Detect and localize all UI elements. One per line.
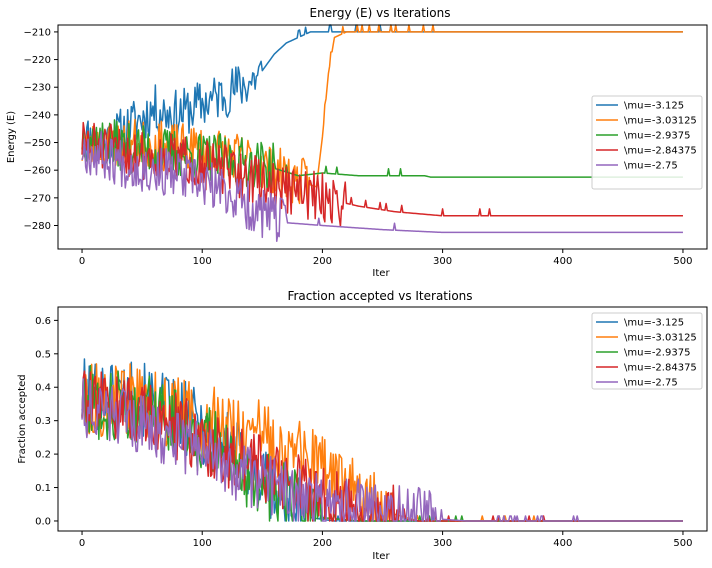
y-tick-label: 0.0 bbox=[35, 516, 51, 527]
fraction-chart: Fraction accepted vs Iterations 0 100 200 3… bbox=[17, 289, 708, 562]
legend-label: \mu=-3.03125 bbox=[624, 116, 697, 127]
energy-y-axis-label: Energy (E) bbox=[6, 111, 17, 163]
y-tick-label: 0.3 bbox=[35, 416, 51, 427]
legend-label: \mu=-2.75 bbox=[624, 161, 678, 172]
legend-label: \mu=-2.84375 bbox=[624, 146, 697, 157]
energy-legend: \mu=-3.125 \mu=-3.03125 \mu=-2.9375 \mu=-2.… bbox=[591, 95, 703, 190]
series-line-5 bbox=[81, 378, 683, 522]
energy-axes-frame bbox=[57, 24, 708, 250]
legend-label: \mu=-2.75 bbox=[624, 378, 678, 389]
x-tick-label: 0 bbox=[79, 256, 85, 267]
legend-label: \mu=-2.84375 bbox=[624, 363, 697, 374]
x-tick-label: 200 bbox=[313, 538, 332, 549]
y-tick-label: −260 bbox=[24, 166, 51, 177]
energy-x-ticks: 0 100 200 300 400 500 bbox=[79, 249, 693, 267]
y-tick-label: −220 bbox=[24, 55, 51, 66]
y-tick-label: −270 bbox=[24, 193, 51, 204]
fraction-x-ticks: 0 100 200 300 400 500 bbox=[79, 531, 693, 549]
y-tick-label: 0.5 bbox=[35, 349, 51, 360]
legend-label: \mu=-3.03125 bbox=[624, 333, 697, 344]
energy-chart-title: Energy (E) vs Iterations bbox=[310, 6, 451, 20]
x-tick-label: 400 bbox=[553, 538, 572, 549]
fraction-legend: \mu=-3.125 \mu=-3.03125 \mu=-2.9375 \mu=-2.… bbox=[591, 312, 703, 390]
legend-label: \mu=-3.125 bbox=[624, 101, 684, 112]
energy-plot-area bbox=[81, 24, 683, 242]
series-line-2 bbox=[81, 24, 683, 205]
fraction-chart-title: Fraction accepted vs Iterations bbox=[287, 289, 472, 303]
x-tick-label: 300 bbox=[433, 538, 452, 549]
x-tick-label: 500 bbox=[673, 256, 692, 267]
legend-box bbox=[591, 95, 703, 190]
series-line-4 bbox=[81, 121, 683, 228]
fraction-axes-frame bbox=[57, 306, 708, 532]
fraction-y-ticks: 0.0 0.1 0.2 0.3 0.4 0.5 0.6 bbox=[35, 316, 58, 527]
series-line-5 bbox=[81, 130, 683, 242]
x-tick-label: 500 bbox=[673, 538, 692, 549]
energy-x-axis-label: Iter bbox=[372, 268, 390, 279]
y-tick-label: −210 bbox=[24, 27, 51, 38]
x-tick-label: 300 bbox=[433, 256, 452, 267]
energy-y-ticks: −280 −270 −260 −250 −240 −230 −220 −210 bbox=[24, 27, 58, 232]
x-tick-label: 200 bbox=[313, 256, 332, 267]
fraction-x-axis-label: Iter bbox=[372, 551, 390, 562]
energy-chart: Energy (E) vs Iterations 0 100 200 300 400 50… bbox=[6, 6, 708, 279]
x-tick-label: 100 bbox=[193, 538, 212, 549]
y-tick-label: 0.4 bbox=[35, 383, 51, 394]
x-tick-label: 100 bbox=[193, 256, 212, 267]
x-tick-label: 400 bbox=[553, 256, 572, 267]
legend-label: \mu=-2.9375 bbox=[624, 348, 690, 359]
fraction-plot-area bbox=[81, 358, 683, 522]
y-tick-label: 0.6 bbox=[35, 316, 51, 327]
x-tick-label: 0 bbox=[79, 538, 85, 549]
y-tick-label: −230 bbox=[24, 83, 51, 94]
fraction-y-axis-label: Fraction accepted bbox=[17, 374, 28, 463]
legend-box bbox=[591, 312, 703, 390]
y-tick-label: 0.1 bbox=[35, 483, 51, 494]
legend-label: \mu=-2.9375 bbox=[624, 131, 690, 142]
legend-label: \mu=-3.125 bbox=[624, 318, 684, 329]
y-tick-label: 0.2 bbox=[35, 450, 51, 461]
y-tick-label: −240 bbox=[24, 110, 51, 121]
y-tick-label: −250 bbox=[24, 138, 51, 149]
y-tick-label: −280 bbox=[24, 221, 51, 232]
